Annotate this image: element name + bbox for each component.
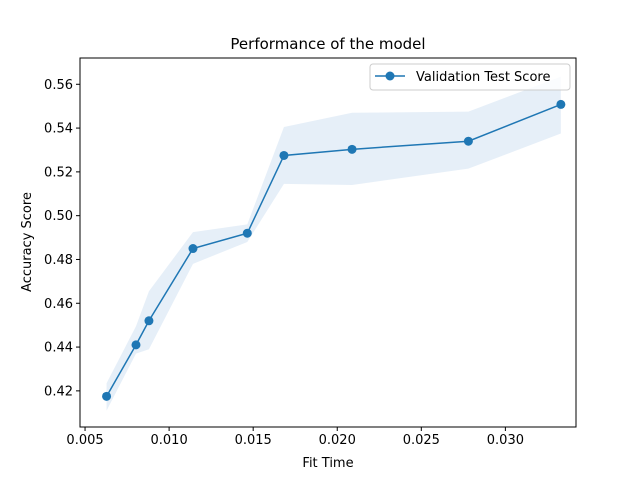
- confidence-band: [106, 76, 561, 411]
- legend-box: [369, 63, 571, 91]
- x-tick-label: 0.030: [487, 433, 524, 448]
- y-tick-label: 0.56: [44, 78, 73, 93]
- legend: Validation Test Score: [369, 63, 571, 91]
- y-tick-label: 0.44: [44, 341, 73, 356]
- x-tick-label: 0.005: [66, 433, 103, 448]
- y-tick-label: 0.52: [44, 165, 73, 180]
- y-tick-label: 0.50: [44, 209, 73, 224]
- data-point: [188, 244, 198, 254]
- y-tick-label: 0.42: [44, 384, 73, 399]
- y-axis-ticks: 0.42 0.44 0.46 0.48 0.50 0.52 0.54 0.56: [44, 78, 80, 399]
- y-axis-label: Accuracy Score: [20, 192, 35, 292]
- x-axis-ticks: 0.005 0.010 0.015 0.020 0.025 0.030: [66, 427, 524, 448]
- y-tick-label: 0.46: [44, 297, 73, 312]
- x-tick-label: 0.010: [151, 433, 188, 448]
- series-layer: [102, 99, 566, 401]
- data-point: [242, 228, 252, 238]
- data-point: [556, 99, 566, 109]
- x-tick-label: 0.025: [403, 433, 440, 448]
- y-tick-label: 0.54: [44, 122, 73, 137]
- data-point: [102, 391, 112, 401]
- confidence-band-layer: [106, 76, 561, 411]
- data-point: [279, 150, 289, 160]
- plot-frame: [79, 57, 577, 428]
- data-point: [144, 316, 154, 326]
- data-point: [463, 136, 473, 146]
- chart-title: Performance of the model: [230, 35, 425, 53]
- x-tick-label: 0.020: [319, 433, 356, 448]
- data-point: [347, 144, 357, 154]
- x-axis-label: Fit Time: [302, 456, 353, 471]
- x-tick-label: 0.015: [235, 433, 272, 448]
- data-point: [131, 340, 141, 350]
- legend-entry-label: Validation Test Score: [416, 70, 550, 85]
- legend-marker-swatch: [385, 71, 395, 81]
- y-tick-label: 0.48: [44, 253, 73, 268]
